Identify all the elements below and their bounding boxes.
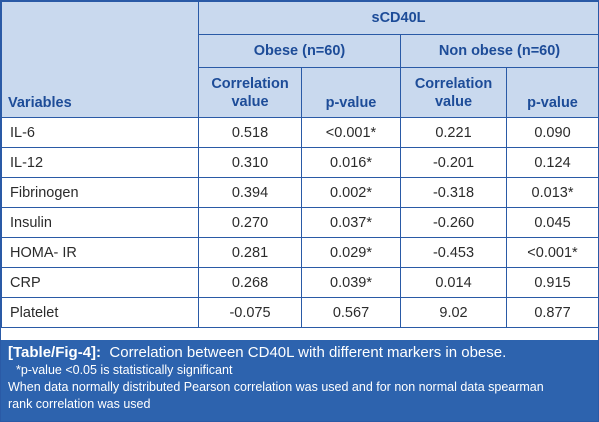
table-row: HOMA- IR 0.281 0.029* -0.453 <0.001* — [1, 237, 599, 268]
column-header-p-value: p-value — [506, 67, 599, 118]
cell-value: -0.075 — [198, 297, 302, 328]
column-header-correlation: Correlation value — [198, 67, 302, 118]
caption-label: [Table/Fig-4]: — [8, 344, 102, 361]
cell-value: 0.039* — [301, 267, 401, 298]
row-variable: HOMA- IR — [1, 237, 199, 268]
row-variable: CRP — [1, 267, 199, 298]
cell-value: -0.201 — [400, 147, 507, 178]
table-row: Fibrinogen 0.394 0.002* -0.318 0.013* — [1, 177, 599, 208]
header-row-columns: Correlation value p-value Correlation va… — [2, 67, 599, 118]
table-row: Insulin 0.270 0.037* -0.260 0.045 — [1, 207, 599, 238]
subgroup-non-obese-header: Non obese (n=60) — [400, 34, 599, 68]
cell-value: 9.02 — [400, 297, 507, 328]
cell-value: 0.268 — [198, 267, 302, 298]
cell-value: 0.281 — [198, 237, 302, 268]
row-variable: Platelet — [1, 297, 199, 328]
variables-header: Variables — [1, 1, 199, 118]
column-header-correlation: Correlation value — [400, 67, 507, 118]
table-row: IL-6 0.518 <0.001* 0.221 0.090 — [1, 117, 599, 148]
caption-note-method: When data normally distributed Pearson c… — [8, 380, 544, 394]
cell-value: 0.014 — [400, 267, 507, 298]
cell-value: 0.016* — [301, 147, 401, 178]
cell-value: 0.002* — [301, 177, 401, 208]
header-row-group: Variables sCD40L — [1, 1, 599, 118]
table-row: IL-12 0.310 0.016* -0.201 0.124 — [1, 147, 599, 178]
cell-value: -0.318 — [400, 177, 507, 208]
cell-value: 0.518 — [198, 117, 302, 148]
caption-title-line: [Table/Fig-4]: Correlation between CD40L… — [8, 343, 598, 362]
caption-note-method-cont: rank correlation was used — [8, 397, 151, 411]
cell-value: 0.221 — [400, 117, 507, 148]
cell-value: 0.310 — [198, 147, 302, 178]
subgroup-obese-header: Obese (n=60) — [198, 34, 401, 68]
cell-value: 0.567 — [301, 297, 401, 328]
cell-value: 0.270 — [198, 207, 302, 238]
group-header: sCD40L — [198, 1, 599, 35]
cell-value: 0.877 — [506, 297, 599, 328]
cell-value: <0.001* — [301, 117, 401, 148]
cell-value: 0.029* — [301, 237, 401, 268]
row-variable: Fibrinogen — [1, 177, 199, 208]
correlation-table: Variables sCD40L Obese (n=60) Non obese … — [1, 1, 599, 328]
caption-note-significance: *p-value <0.05 is statistically signific… — [16, 363, 233, 377]
caption-title: Correlation between CD40L with different… — [109, 344, 507, 361]
cell-value: 0.013* — [506, 177, 599, 208]
cell-value: 0.915 — [506, 267, 599, 298]
table-row: Platelet -0.075 0.567 9.02 0.877 — [1, 297, 599, 328]
row-variable: Insulin — [1, 207, 199, 238]
cell-value: 0.090 — [506, 117, 599, 148]
row-variable: IL-6 — [1, 117, 199, 148]
cell-value: 0.045 — [506, 207, 599, 238]
header-row-subgroups: Obese (n=60) Non obese (n=60) — [2, 34, 599, 68]
row-variable: IL-12 — [1, 147, 199, 178]
cell-value: 0.037* — [301, 207, 401, 238]
column-header-p-value: p-value — [301, 67, 401, 118]
table-row: CRP 0.268 0.039* 0.014 0.915 — [1, 267, 599, 298]
figure-caption: [Table/Fig-4]: Correlation between CD40L… — [1, 340, 598, 421]
cell-value: 0.124 — [506, 147, 599, 178]
cell-value: -0.260 — [400, 207, 507, 238]
cell-value: -0.453 — [400, 237, 507, 268]
cell-value: <0.001* — [506, 237, 599, 268]
cell-value: 0.394 — [198, 177, 302, 208]
